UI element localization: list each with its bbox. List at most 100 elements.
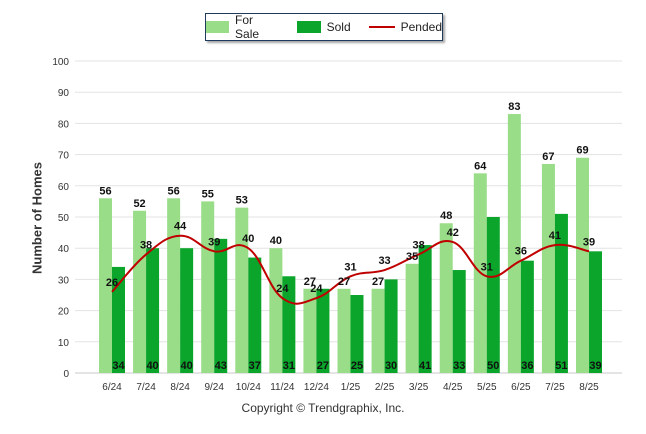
- y-tick-label: 0: [63, 369, 69, 380]
- label-for-sale: 64: [474, 160, 487, 172]
- bar-for-sale[interactable]: [133, 210, 147, 373]
- x-tick-label: 11/24: [270, 382, 295, 393]
- bar-for-sale[interactable]: [576, 157, 589, 373]
- label-for-sale: 83: [508, 101, 520, 113]
- bars: [99, 114, 602, 373]
- x-tick-label: 1/25: [341, 382, 361, 393]
- y-tick-label: 100: [52, 57, 69, 68]
- label-pended: 41: [549, 230, 561, 242]
- pended-line: [111, 234, 590, 305]
- label-pended: 24: [276, 283, 289, 295]
- legend-item-sold[interactable]: Sold: [296, 20, 351, 34]
- x-tick-label: 7/25: [545, 382, 565, 393]
- label-pended: 31: [344, 261, 356, 273]
- label-pended: 39: [583, 236, 595, 248]
- legend: For Sale Sold Pended: [205, 13, 443, 41]
- label-pended: 42: [447, 227, 459, 239]
- legend-label-pended: Pended: [400, 20, 442, 34]
- x-tick-label: 2/25: [375, 382, 395, 393]
- bar-sold[interactable]: [180, 248, 194, 373]
- legend-swatch-pended: [368, 26, 395, 28]
- label-pended: 31: [481, 261, 493, 273]
- label-for-sale: 52: [133, 198, 145, 210]
- bar-for-sale[interactable]: [235, 207, 249, 373]
- bar-for-sale[interactable]: [405, 263, 419, 373]
- x-tick-label: 6/24: [102, 382, 122, 393]
- label-sold: 43: [215, 360, 227, 372]
- bar-sold[interactable]: [520, 260, 534, 373]
- x-tick-label: 5/25: [477, 382, 497, 393]
- x-tick-label: 9/24: [204, 382, 224, 393]
- label-for-sale: 67: [542, 151, 554, 163]
- bar-sold[interactable]: [486, 217, 500, 373]
- legend-swatch-sold: [296, 21, 321, 33]
- label-pended: 36: [515, 246, 527, 258]
- bar-sold[interactable]: [350, 295, 364, 373]
- label-for-sale: 56: [168, 185, 180, 197]
- bar-for-sale[interactable]: [167, 198, 181, 373]
- bar-for-sale[interactable]: [541, 163, 555, 373]
- y-tick-label: 90: [58, 88, 70, 99]
- label-pended: 40: [242, 233, 254, 245]
- x-tick-label: 3/25: [409, 382, 429, 393]
- label-for-sale: 27: [304, 276, 316, 288]
- label-for-sale: 35: [406, 251, 418, 263]
- label-sold: 31: [283, 360, 295, 372]
- label-sold: 39: [589, 360, 601, 372]
- y-tick-label: 80: [58, 119, 70, 130]
- y-axis-title: Number of Homes: [29, 162, 45, 274]
- bar-for-sale[interactable]: [269, 248, 283, 373]
- bar-sold[interactable]: [452, 270, 466, 373]
- label-for-sale: 69: [576, 145, 588, 157]
- y-tick-label: 50: [58, 213, 70, 224]
- y-tick-label: 10: [58, 338, 70, 349]
- y-tick-label: 30: [58, 275, 70, 286]
- copyright-text: Copyright © Trendgraphix, Inc.: [241, 401, 405, 415]
- grid-lines: [75, 60, 622, 374]
- legend-item-pended[interactable]: Pended: [368, 20, 442, 34]
- x-tick-label: 8/24: [170, 382, 190, 393]
- x-tick-label: 10/24: [236, 382, 261, 393]
- legend-label-for-sale: For Sale: [235, 13, 260, 41]
- bar-for-sale[interactable]: [337, 288, 351, 373]
- bar-sold[interactable]: [554, 213, 568, 373]
- label-sold: 40: [146, 360, 158, 372]
- bar-for-sale[interactable]: [201, 201, 215, 373]
- label-sold: 27: [317, 360, 329, 372]
- label-pended: 44: [174, 221, 187, 233]
- bar-sold[interactable]: [112, 266, 125, 373]
- label-pended: 24: [310, 283, 323, 295]
- bar-for-sale[interactable]: [439, 223, 453, 373]
- bar-sold[interactable]: [418, 245, 432, 373]
- bar-for-sale[interactable]: [303, 288, 317, 373]
- bar-sold[interactable]: [316, 288, 330, 373]
- y-tick-label: 70: [58, 151, 70, 162]
- bar-for-sale[interactable]: [371, 288, 385, 373]
- x-tick-label: 8/25: [579, 382, 599, 393]
- label-sold: 34: [112, 360, 125, 372]
- bar-sold[interactable]: [384, 279, 398, 373]
- pended-line-path[interactable]: [111, 234, 590, 305]
- x-tick-label: 6/25: [511, 382, 531, 393]
- label-for-sale: 53: [236, 195, 248, 207]
- legend-item-for-sale[interactable]: For Sale: [206, 13, 279, 41]
- bar-sold[interactable]: [214, 238, 228, 373]
- label-pended: 38: [413, 239, 425, 251]
- bar-sold[interactable]: [146, 248, 160, 373]
- label-sold: 33: [453, 360, 465, 372]
- bar-for-sale[interactable]: [507, 114, 521, 373]
- label-for-sale: 55: [202, 188, 214, 200]
- x-tick-label: 12/24: [304, 382, 329, 393]
- label-for-sale: 56: [99, 185, 111, 197]
- bar-sold[interactable]: [248, 257, 262, 373]
- bar-sold[interactable]: [589, 251, 602, 373]
- y-tick-label: 60: [58, 182, 70, 193]
- label-for-sale: 48: [440, 210, 452, 222]
- legend-label-sold: Sold: [326, 20, 351, 34]
- label-sold: 37: [249, 360, 261, 372]
- bar-for-sale[interactable]: [99, 198, 112, 373]
- x-axis: 6/24 7/24 8/24 9/24 10/24 11/24 12/24 1/25 2/25 3…: [102, 382, 599, 393]
- x-tick-label: 4/25: [443, 382, 463, 393]
- label-for-sale: 27: [338, 276, 350, 288]
